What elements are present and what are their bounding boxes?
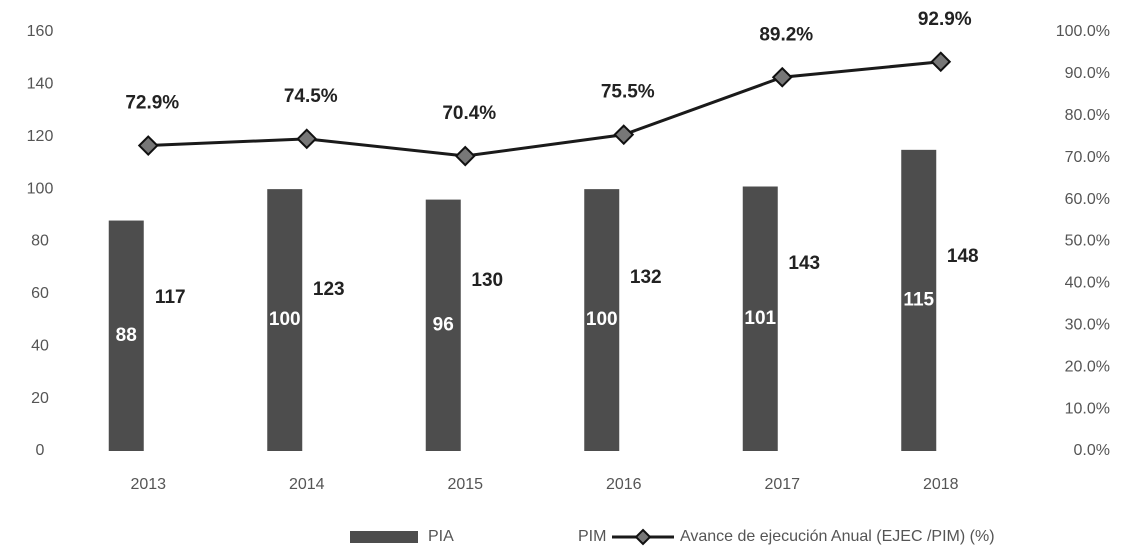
legend-label: PIA	[428, 528, 454, 545]
bar-label: 115	[903, 289, 934, 310]
line-label: 89.2%	[759, 24, 813, 45]
bar-label: 132	[630, 267, 662, 288]
bar	[901, 149, 937, 451]
y2-tick-label: 10.0%	[1065, 400, 1110, 417]
y-tick-label: 160	[27, 23, 54, 40]
y-tick-label: 20	[31, 390, 49, 407]
bar	[937, 63, 973, 452]
y2-tick-label: 40.0%	[1065, 275, 1110, 292]
line-label: 70.4%	[442, 103, 496, 124]
line-marker	[613, 124, 635, 146]
bar	[742, 186, 778, 451]
x-tick-label: 2016	[606, 476, 642, 493]
bar-label: 88	[116, 325, 137, 346]
y-tick-label: 80	[31, 233, 49, 250]
bar	[461, 110, 497, 451]
x-tick-label: 2017	[764, 476, 800, 493]
y2-tick-label: 50.0%	[1065, 233, 1110, 250]
line-marker	[930, 51, 952, 73]
legend-marker	[634, 528, 652, 546]
bar-label: 101	[744, 308, 776, 329]
bar-label: 100	[586, 309, 618, 330]
y2-tick-label: 80.0%	[1065, 107, 1110, 124]
x-tick-label: 2014	[289, 476, 325, 493]
line-marker	[454, 145, 476, 167]
y2-tick-label: 90.0%	[1065, 65, 1110, 82]
y-tick-label: 140	[27, 76, 54, 93]
line-label: 72.9%	[125, 93, 179, 114]
y-tick-label: 120	[27, 128, 54, 145]
y2-tick-label: 60.0%	[1065, 191, 1110, 208]
line-marker	[771, 66, 793, 88]
bar-label: 100	[269, 309, 301, 330]
line-marker	[137, 135, 159, 156]
bar	[108, 220, 144, 451]
bar-label: 143	[788, 253, 820, 274]
line-marker	[296, 128, 318, 150]
bar-label: 148	[947, 246, 979, 267]
bar-label: 96	[433, 314, 454, 335]
line-label: 92.9%	[918, 9, 972, 30]
y2-tick-label: 30.0%	[1065, 317, 1110, 334]
legend-label: PIM	[578, 528, 606, 545]
legend-swatch	[500, 531, 568, 543]
y-tick-label: 0	[36, 442, 45, 459]
y-tick-label: 40	[31, 337, 49, 354]
y-tick-label: 60	[31, 285, 49, 302]
bar	[267, 189, 303, 451]
x-tick-label: 2015	[447, 476, 483, 493]
bar-label: 123	[313, 279, 345, 300]
bar	[778, 76, 814, 452]
x-tick-label: 2013	[130, 476, 166, 493]
bar	[144, 144, 180, 451]
bar-label: 117	[155, 287, 186, 308]
bar-label: 130	[471, 270, 503, 291]
x-tick-label: 2018	[923, 476, 959, 493]
y2-tick-label: 100.0%	[1056, 23, 1110, 40]
line-label: 74.5%	[284, 86, 338, 107]
bar	[303, 128, 339, 452]
y-tick-label: 100	[27, 180, 54, 197]
line	[148, 60, 941, 158]
line-label: 75.5%	[601, 82, 655, 103]
legend-label: Avance de ejecución Anual (EJEC /PIM) (%…	[680, 528, 995, 545]
bar	[620, 105, 656, 451]
bar	[584, 189, 620, 451]
legend-swatch	[350, 531, 418, 543]
bar	[425, 199, 461, 451]
y2-tick-label: 0.0%	[1074, 442, 1110, 459]
y2-tick-label: 70.0%	[1065, 149, 1110, 166]
y2-tick-label: 20.0%	[1065, 358, 1110, 375]
